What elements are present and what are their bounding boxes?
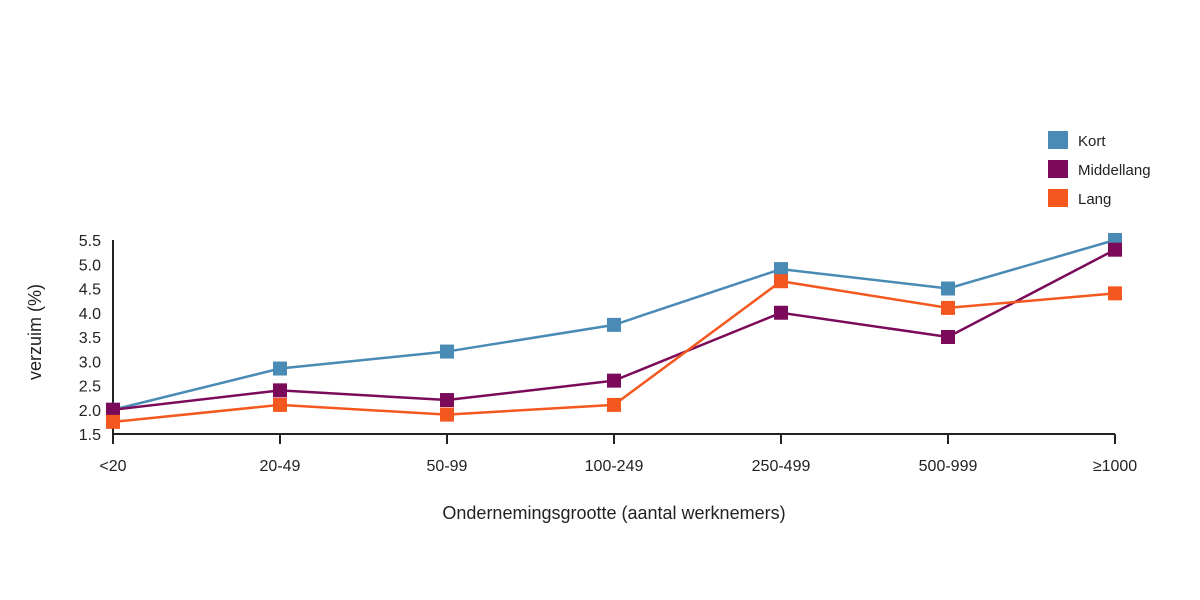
data-point-kort [607, 317, 621, 332]
y-tick-label: 4.0 [79, 306, 101, 323]
legend-label-middellang: Middellang [1078, 162, 1151, 179]
data-point-middellang [941, 330, 955, 344]
data-point-middellang [273, 383, 287, 398]
data-point-kort [774, 262, 788, 277]
x-tick-label: 50-99 [427, 458, 468, 475]
data-point-kort [440, 344, 454, 359]
x-tick-label: 250-499 [752, 458, 811, 475]
data-point-middellang [1108, 242, 1122, 257]
data-point-lang [607, 397, 621, 412]
y-tick-label: 5.5 [79, 233, 101, 250]
data-point-lang [106, 414, 120, 429]
x-tick-label: 20-49 [260, 458, 301, 475]
data-point-middellang [106, 402, 120, 417]
x-tick-label: 100-249 [585, 458, 644, 475]
data-point-middellang [440, 393, 454, 408]
data-point-middellang [607, 373, 621, 388]
y-tick-label: 2.5 [79, 379, 101, 396]
legend-swatch-middellang [1048, 160, 1068, 178]
legend: Kort Middellang Lang [1048, 131, 1151, 208]
data-point-kort [941, 281, 955, 296]
data-point-kort [273, 361, 287, 376]
y-tick-label: 4.5 [79, 282, 101, 299]
legend-swatch-lang [1048, 189, 1068, 207]
data-point-lang [273, 397, 287, 412]
x-axis-title: Ondernemingsgrootte (aantal werknemers) [442, 503, 785, 523]
x-tick-label: ≥1000 [1093, 458, 1137, 475]
data-point-lang [941, 300, 955, 315]
data-point-lang [440, 407, 454, 422]
x-ticks: <20 20-49 50-99 100-249 250-499 500-999 ≥1000 [99, 434, 1137, 475]
legend-swatch-kort [1048, 131, 1068, 149]
y-tick-label: 3.0 [79, 354, 101, 371]
y-tick-label: 1.5 [79, 427, 101, 444]
x-tick-label: <20 [99, 458, 126, 475]
data-point-lang [774, 274, 788, 289]
y-tick-label: 2.0 [79, 403, 101, 420]
y-ticks: 1.5 2.0 2.5 3.0 3.5 4.0 4.5 5.0 5.5 [79, 233, 101, 444]
data-point-middellang [774, 305, 788, 320]
legend-label-lang: Lang [1078, 191, 1111, 208]
y-tick-label: 3.5 [79, 330, 101, 347]
y-axis-title: verzuim (%) [25, 284, 45, 380]
legend-label-kort: Kort [1078, 133, 1106, 150]
data-point-lang [1108, 286, 1122, 301]
series-markers [106, 233, 1122, 429]
x-tick-label: 500-999 [919, 458, 978, 475]
y-tick-label: 5.0 [79, 257, 101, 274]
